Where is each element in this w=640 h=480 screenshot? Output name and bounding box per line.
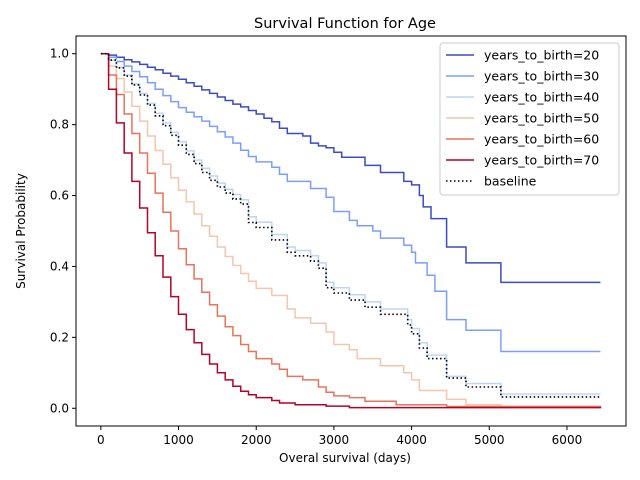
y-axis-label: Survival Probability — [14, 173, 28, 289]
x-tick-label: 6000 — [552, 433, 583, 447]
series-line-1 — [100, 52, 601, 353]
y-axis: 0.0 0.2 0.4 0.6 0.8 1.0 — [50, 47, 76, 415]
legend-label: years_to_birth=70 — [484, 153, 599, 168]
y-tick-label: 0.4 — [50, 259, 69, 273]
y-tick-label: 0.6 — [50, 189, 69, 203]
legend: years_to_birth=20 years_to_birth=30 years_… — [439, 42, 620, 196]
x-tick-label: 4000 — [396, 433, 427, 447]
legend-label: years_to_birth=60 — [484, 132, 599, 147]
plot-area — [75, 35, 627, 427]
y-tick-label: 1.0 — [50, 47, 69, 61]
legend-box — [439, 42, 620, 196]
series-line-2 — [100, 52, 601, 395]
series-group — [100, 52, 602, 409]
legend-label: years_to_birth=30 — [484, 69, 599, 84]
x-tick-label: 0 — [97, 433, 105, 447]
legend-label: years_to_birth=20 — [484, 48, 599, 63]
x-axis-label: Overal survival (days) — [279, 451, 411, 465]
series-line-0 — [100, 52, 601, 284]
y-tick-label: 0.8 — [50, 118, 69, 132]
x-tick-label: 3000 — [319, 433, 350, 447]
series-line-3 — [100, 52, 601, 408]
legend-label: years_to_birth=40 — [484, 90, 599, 105]
series-line-6 — [100, 52, 601, 398]
x-tick-label: 1000 — [163, 433, 194, 447]
legend-label: baseline — [484, 174, 537, 189]
series-line-5 — [100, 52, 602, 409]
x-axis: 0 1000 2000 3000 4000 5000 6000 — [97, 426, 582, 447]
series-line-4 — [100, 52, 602, 409]
plot-frame — [75, 35, 627, 427]
x-tick-label: 2000 — [241, 433, 272, 447]
y-tick-label: 0.0 — [50, 401, 69, 415]
legend-label: years_to_birth=50 — [484, 111, 599, 126]
y-tick-label: 0.2 — [50, 330, 69, 344]
x-tick-label: 5000 — [474, 433, 505, 447]
chart-title: Survival Function for Age — [254, 16, 436, 32]
